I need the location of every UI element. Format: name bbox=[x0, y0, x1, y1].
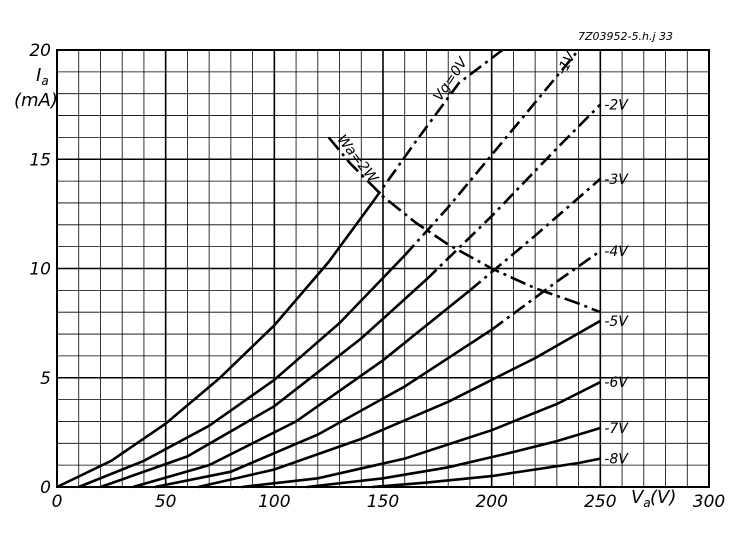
series-line-dashed-2 bbox=[425, 103, 602, 281]
series-line-dashed-4 bbox=[490, 249, 602, 331]
series-line-dashed-3 bbox=[469, 177, 602, 292]
y-tick-label: 10 bbox=[29, 260, 51, 280]
y-axis-title-symbol: Ia bbox=[36, 65, 49, 88]
series-line-solid-5 bbox=[198, 319, 601, 489]
y-tick-label: 20 bbox=[29, 41, 51, 61]
grid bbox=[56, 49, 710, 488]
x-tick-label: 150 bbox=[367, 492, 399, 512]
x-tick-label: 0 bbox=[52, 492, 63, 512]
series-line-solid-7 bbox=[306, 426, 601, 489]
figure-code: 7Z03952-5.h.j 33 bbox=[578, 30, 673, 43]
series-label: -7V bbox=[604, 421, 629, 437]
y-axis-title: Ia (mA) bbox=[14, 65, 58, 111]
x-axis-title-symbol: Va bbox=[631, 487, 651, 510]
x-axis-title: Va (V) bbox=[631, 487, 676, 510]
y-tick-label: 5 bbox=[40, 369, 51, 389]
series-line-dashed-0 bbox=[371, 48, 504, 204]
y-axis-title-unit: (mA) bbox=[14, 90, 58, 111]
series-line-solid-1 bbox=[78, 254, 406, 489]
axes: 0 50 100 150 200 250 300 0 5 10 15 20 bbox=[29, 41, 725, 512]
series-line-solid-2 bbox=[100, 278, 428, 489]
y-tick-label: 15 bbox=[29, 150, 51, 170]
series-label: -5V bbox=[604, 314, 629, 330]
series-label: -3V bbox=[604, 172, 629, 188]
series-line-solid-0 bbox=[56, 202, 374, 489]
series-label: -4V bbox=[604, 244, 629, 260]
series-label: -6V bbox=[604, 375, 629, 391]
x-tick-label: 50 bbox=[155, 492, 177, 512]
series-label: -8V bbox=[604, 452, 629, 468]
series-line-solid-4 bbox=[154, 328, 493, 489]
x-tick-label: 100 bbox=[258, 492, 290, 512]
x-axis-title-unit: (V) bbox=[650, 487, 676, 508]
series-label: -1V bbox=[554, 48, 580, 78]
series-line-solid-8 bbox=[371, 457, 601, 489]
series-label: -2V bbox=[604, 98, 629, 114]
series-group bbox=[56, 48, 602, 489]
x-tick-label: 250 bbox=[584, 492, 616, 512]
series-line-solid-6 bbox=[241, 380, 601, 489]
x-tick-label: 300 bbox=[693, 492, 725, 512]
series-line-solid-3 bbox=[132, 289, 471, 489]
y-tick-label: 0 bbox=[40, 478, 51, 498]
x-tick-label: 200 bbox=[475, 492, 507, 512]
series-line-dashed-1 bbox=[403, 49, 580, 257]
